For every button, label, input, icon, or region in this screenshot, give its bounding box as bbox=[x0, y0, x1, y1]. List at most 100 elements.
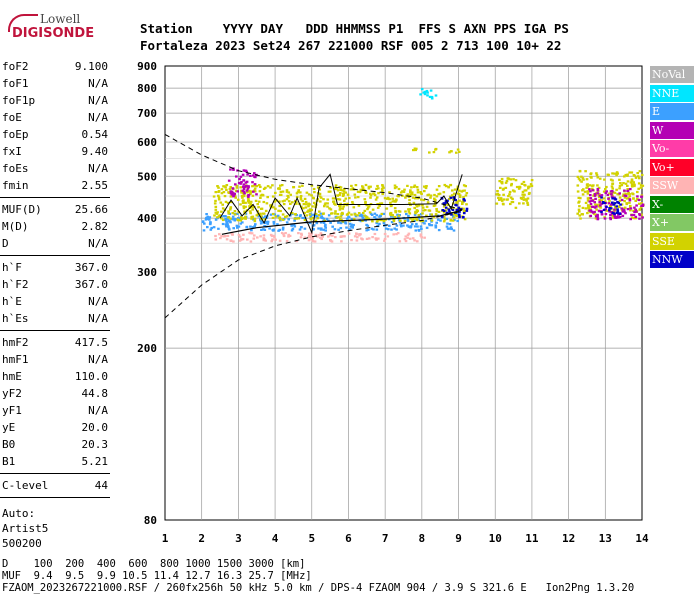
echo-point bbox=[299, 198, 303, 201]
echo-point bbox=[577, 201, 580, 204]
echo-point bbox=[331, 225, 334, 228]
echo-point bbox=[529, 183, 533, 186]
echo-point bbox=[343, 188, 346, 191]
echo-point bbox=[628, 198, 632, 201]
echo-point bbox=[518, 185, 522, 188]
echo-point bbox=[596, 218, 600, 221]
echo-point bbox=[374, 237, 378, 240]
echo-point bbox=[408, 198, 411, 202]
echo-point bbox=[242, 187, 246, 190]
echo-point bbox=[439, 219, 442, 222]
echo-point bbox=[356, 190, 360, 193]
param-value: 5.21 bbox=[81, 455, 109, 468]
echo-point bbox=[240, 238, 243, 241]
echo-point bbox=[577, 177, 581, 180]
legend-item: W bbox=[650, 121, 694, 139]
echo-point bbox=[423, 222, 426, 225]
echo-point bbox=[331, 197, 335, 200]
echo-point bbox=[253, 220, 257, 223]
echo-point bbox=[594, 197, 597, 200]
echo-point bbox=[287, 196, 290, 199]
echo-point bbox=[236, 190, 239, 193]
echo-point bbox=[413, 147, 417, 150]
echo-point bbox=[520, 182, 524, 185]
echo-point bbox=[240, 181, 243, 184]
echo-point bbox=[421, 219, 425, 223]
echo-point bbox=[359, 233, 362, 236]
echo-point bbox=[259, 235, 262, 238]
echo-point bbox=[250, 217, 253, 220]
echo-point bbox=[369, 194, 373, 197]
echo-point bbox=[345, 204, 349, 207]
echo-point bbox=[304, 200, 308, 204]
echo-point bbox=[293, 219, 296, 222]
echo-point bbox=[308, 210, 312, 213]
echo-point bbox=[262, 234, 266, 237]
echo-point bbox=[311, 205, 314, 208]
echo-point bbox=[603, 217, 607, 220]
echo-point bbox=[269, 204, 272, 207]
echo-point bbox=[299, 236, 303, 239]
footer-distance-row: D 100 200 400 600 800 1000 1500 3000 [km… bbox=[2, 558, 306, 570]
echo-point bbox=[510, 200, 514, 204]
echo-point bbox=[260, 207, 263, 210]
echo-point bbox=[589, 211, 592, 214]
echo-point bbox=[285, 239, 289, 243]
echo-point bbox=[589, 184, 592, 187]
echo-point bbox=[630, 216, 634, 219]
echo-point bbox=[237, 211, 240, 214]
echo-point bbox=[324, 229, 327, 232]
echo-point bbox=[365, 237, 369, 240]
echo-point bbox=[465, 207, 469, 210]
echo-point bbox=[251, 194, 255, 197]
echo-point bbox=[372, 228, 375, 231]
echo-point bbox=[389, 204, 393, 207]
echo-point bbox=[526, 197, 530, 200]
echo-point bbox=[524, 198, 527, 201]
echo-point bbox=[253, 225, 256, 228]
echo-point bbox=[251, 206, 254, 209]
echo-point bbox=[442, 215, 446, 218]
echo-point bbox=[379, 218, 382, 221]
echo-point bbox=[262, 187, 266, 190]
echo-point bbox=[636, 195, 639, 198]
echo-point bbox=[316, 235, 319, 238]
param-value: 9.40 bbox=[81, 145, 109, 158]
echo-point bbox=[223, 185, 226, 188]
echo-point bbox=[274, 238, 277, 241]
echo-point bbox=[429, 194, 433, 197]
echo-point bbox=[363, 209, 367, 212]
echo-point bbox=[386, 235, 390, 238]
echo-point bbox=[435, 208, 438, 211]
echo-point bbox=[398, 240, 402, 243]
echo-point bbox=[228, 228, 231, 231]
param-name: foEs bbox=[2, 162, 29, 175]
echo-point bbox=[382, 186, 385, 189]
echo-point bbox=[384, 227, 388, 230]
echo-point bbox=[238, 239, 242, 242]
echo-point bbox=[235, 184, 238, 187]
echo-point bbox=[415, 211, 419, 214]
echo-point bbox=[250, 232, 254, 235]
echo-point bbox=[350, 213, 353, 216]
echo-point bbox=[242, 194, 246, 198]
echo-point bbox=[369, 212, 373, 215]
echo-point bbox=[395, 186, 398, 189]
echo-point bbox=[353, 193, 357, 196]
echo-point bbox=[596, 187, 600, 191]
echo-point bbox=[250, 216, 253, 219]
legend-item: SSE bbox=[650, 232, 694, 250]
echo-point bbox=[346, 202, 349, 205]
param-value: N/A bbox=[88, 162, 108, 175]
echo-point bbox=[465, 192, 469, 195]
echo-point bbox=[308, 221, 312, 225]
param-name: fxI bbox=[2, 145, 22, 158]
echo-point bbox=[589, 172, 592, 176]
echo-point bbox=[434, 148, 437, 151]
echo-point bbox=[242, 185, 245, 188]
x-tick-label: 8 bbox=[419, 532, 426, 545]
echo-point bbox=[530, 184, 534, 187]
echo-point bbox=[244, 205, 247, 208]
echo-point bbox=[294, 213, 297, 216]
echo-point bbox=[417, 228, 421, 232]
